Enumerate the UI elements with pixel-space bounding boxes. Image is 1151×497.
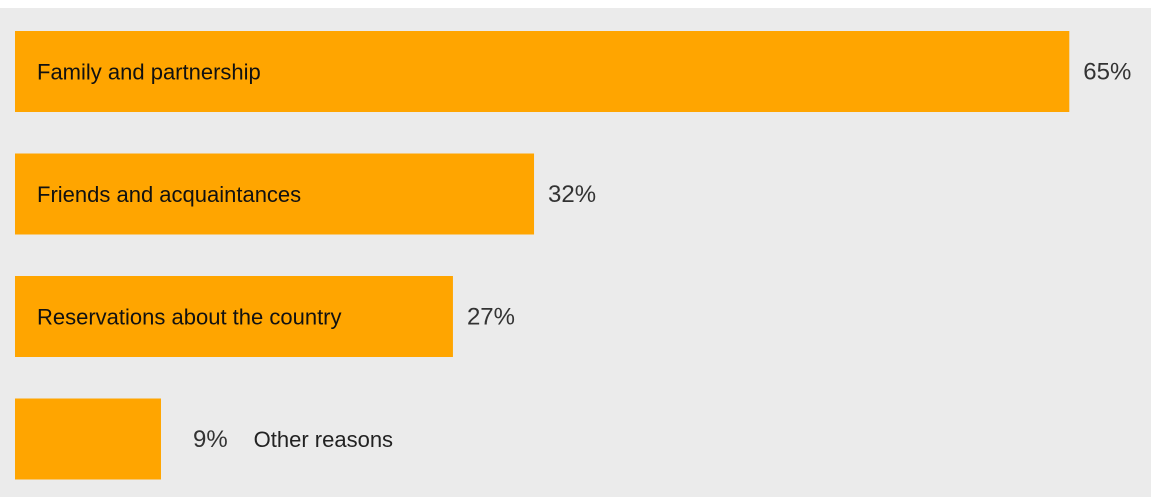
bar-chart: Family and partnership 65% Friends and acq…	[15, 31, 1131, 480]
category-label-2: Friends and acquaintances	[37, 182, 301, 207]
bar-3	[15, 276, 453, 357]
value-label-1: 65%	[1083, 59, 1131, 86]
category-label-3: Reservations about the country	[37, 305, 342, 330]
category-label-1: Family and partnership	[37, 60, 261, 85]
bar-1	[15, 31, 1070, 112]
bar-2	[15, 153, 535, 235]
value-label-4: 9%	[193, 426, 228, 453]
category-label-4: Other reasons	[254, 427, 393, 452]
bar-4	[15, 398, 161, 480]
value-label-2: 32%	[548, 181, 596, 208]
value-label-3: 27%	[467, 304, 515, 331]
chart-panel: Family and partnership 65% Friends and acq…	[0, 8, 1151, 497]
